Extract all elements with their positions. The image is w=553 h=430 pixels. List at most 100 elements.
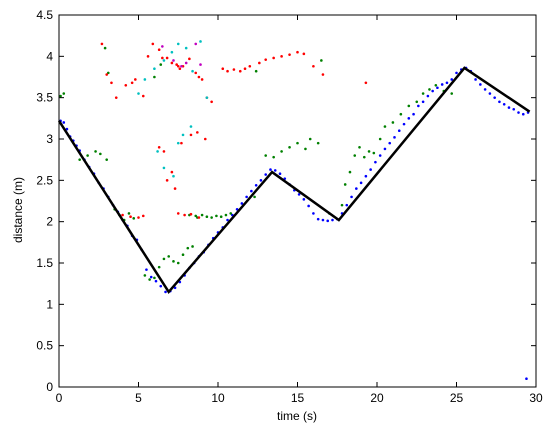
y-tick-label: 4 <box>46 49 53 63</box>
data-point <box>86 154 89 157</box>
data-point <box>415 100 419 104</box>
data-point <box>106 71 110 75</box>
data-point <box>173 187 177 190</box>
y-axis-label: distance (m) <box>11 177 25 243</box>
data-point <box>302 198 306 201</box>
data-point <box>240 202 244 205</box>
data-point <box>383 147 387 151</box>
data-point <box>221 67 225 71</box>
data-point <box>269 168 272 171</box>
data-point <box>340 203 344 207</box>
data-point <box>153 75 156 79</box>
data-point <box>445 81 449 85</box>
data-point <box>238 69 242 73</box>
data-point <box>203 137 207 141</box>
data-point <box>162 59 166 62</box>
data-point <box>165 56 169 60</box>
data-point <box>176 141 180 145</box>
data-point <box>197 75 201 79</box>
data-point <box>245 195 248 199</box>
data-point <box>110 81 113 85</box>
data-point <box>184 61 188 65</box>
data-point <box>417 104 420 108</box>
data-point <box>440 83 444 86</box>
data-point <box>402 122 406 126</box>
data-point <box>200 213 204 217</box>
data-point <box>157 145 161 149</box>
y-tick-label: 0.5 <box>36 339 53 353</box>
data-point <box>153 276 156 280</box>
y-tick-label: 1 <box>46 297 53 311</box>
data-point <box>141 94 145 98</box>
data-point <box>488 92 492 95</box>
x-tick-label: 10 <box>211 391 225 405</box>
data-point <box>493 96 496 99</box>
data-point <box>164 290 167 294</box>
data-point <box>153 67 156 71</box>
data-point <box>162 166 166 170</box>
x-tick-label: 20 <box>370 391 384 405</box>
data-point <box>196 131 199 134</box>
data-point <box>199 40 202 43</box>
data-point <box>105 73 108 76</box>
data-point <box>479 83 482 86</box>
data-point <box>280 55 283 58</box>
data-point <box>455 71 458 75</box>
data-point <box>428 88 431 91</box>
data-point <box>215 214 218 218</box>
data-point <box>521 112 525 116</box>
x-tick-label: 25 <box>450 391 464 405</box>
data-point <box>393 136 396 139</box>
data-point <box>194 214 198 218</box>
data-point <box>450 92 454 95</box>
data-point <box>180 64 183 68</box>
data-point <box>157 265 161 269</box>
data-point <box>178 67 182 71</box>
data-point <box>62 121 66 124</box>
data-point <box>191 69 194 73</box>
data-point <box>129 215 132 219</box>
data-point <box>172 174 175 178</box>
data-point <box>248 64 252 68</box>
data-point <box>159 63 163 66</box>
data-point <box>426 94 430 98</box>
data-point <box>189 212 193 216</box>
data-point <box>421 100 425 104</box>
data-point <box>143 78 147 81</box>
data-point <box>78 158 81 161</box>
data-point <box>105 158 108 161</box>
y-tick-label: 3.5 <box>36 91 53 105</box>
data-point <box>517 111 520 114</box>
data-point <box>272 56 275 60</box>
data-point <box>383 125 387 128</box>
data-point <box>296 50 299 54</box>
data-point <box>374 160 377 164</box>
data-point <box>94 150 97 153</box>
data-point <box>124 83 128 87</box>
data-point <box>205 96 209 99</box>
data-point <box>62 92 66 95</box>
x-tick-labels: 0 5 10 15 20 25 30 <box>56 391 543 405</box>
data-point <box>343 183 347 186</box>
data-point <box>483 88 487 91</box>
data-point <box>316 141 320 145</box>
data-point <box>176 212 180 215</box>
y-tick-label: 2.5 <box>36 173 53 187</box>
data-point <box>154 279 158 283</box>
data-point <box>326 219 330 223</box>
y-tick-label: 2 <box>46 215 53 229</box>
data-point <box>197 216 201 219</box>
y-tick-label: 4.5 <box>36 8 53 22</box>
data-point <box>254 183 258 187</box>
data-point <box>308 137 312 141</box>
data-point <box>407 104 411 108</box>
data-point <box>229 212 233 215</box>
x-axis-label: time (s) <box>277 409 317 423</box>
axes-box <box>58 14 537 388</box>
data-point <box>355 187 358 190</box>
data-point <box>273 169 277 172</box>
data-point <box>278 172 282 176</box>
data-point <box>243 67 247 71</box>
data-point <box>224 213 228 217</box>
data-point <box>232 68 236 71</box>
